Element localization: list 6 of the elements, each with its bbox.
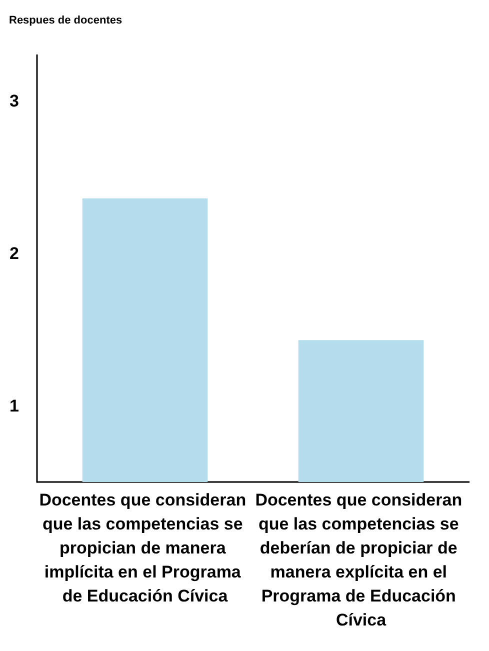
y-tick-label: 1 bbox=[10, 396, 19, 416]
y-tick-label: 2 bbox=[10, 244, 19, 263]
y-tick-label: 3 bbox=[10, 91, 19, 110]
chart-title: Respues de docentes bbox=[9, 14, 122, 26]
x-tick-label: Docentes que consideran que las competencias se deberían de propiciar de manera explícita en el Programa de Educación Cívica bbox=[255, 490, 467, 630]
x-tick-label: Docentes que consideran que las competencias se propician de manera implícita en el Programa de Educación Cívica bbox=[39, 490, 251, 606]
